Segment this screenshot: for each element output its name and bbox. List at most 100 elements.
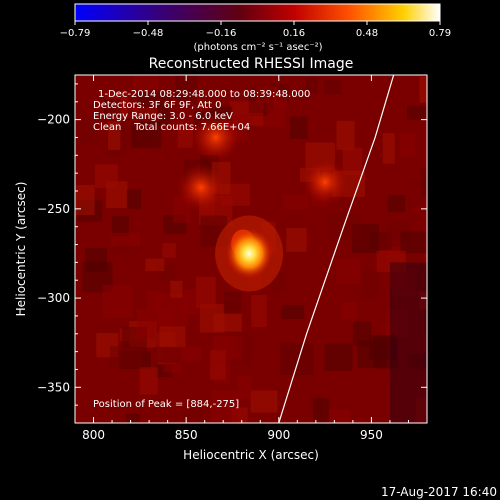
texture-patch xyxy=(313,398,330,423)
texture-patch xyxy=(111,232,140,247)
texture-patch xyxy=(111,215,129,237)
texture-patch xyxy=(136,309,156,340)
x-tick-label: 900 xyxy=(267,428,290,442)
texture-patch xyxy=(139,367,158,395)
texture-patch xyxy=(323,79,342,95)
texture-patch xyxy=(342,147,363,176)
texture-patch xyxy=(342,302,358,320)
x-tick-label: 800 xyxy=(82,428,105,442)
clean-counts-text: Clean Total counts: 7.66E+04 xyxy=(93,122,250,133)
texture-patch xyxy=(361,270,381,301)
colorbar-tick-label: 0.48 xyxy=(356,28,378,39)
texture-patch xyxy=(249,85,274,113)
texture-patch xyxy=(145,258,165,272)
y-tick-label: −250 xyxy=(37,202,70,216)
annotation-block: 1-Dec-2014 08:29:48.000 to 08:39:48.000 … xyxy=(93,89,310,410)
texture-patch xyxy=(281,305,305,320)
texture-patch xyxy=(353,321,372,347)
texture-patch xyxy=(336,258,361,284)
colorbar-tick-label: 0.79 xyxy=(429,28,451,39)
peak-position-text: Position of Peak = [884,-275] xyxy=(93,399,239,410)
texture-patch xyxy=(170,280,183,298)
texture-patch xyxy=(423,233,427,259)
texture-patch xyxy=(324,409,350,423)
time-range-text: 1-Dec-2014 08:29:48.000 to 08:39:48.000 xyxy=(98,89,310,100)
texture-patch xyxy=(286,227,307,252)
texture-patch xyxy=(290,116,308,139)
texture-patch xyxy=(250,390,278,413)
peak-source xyxy=(225,227,274,280)
texture-patch xyxy=(387,194,406,213)
texture-patch xyxy=(223,291,242,314)
colorbar-ticks: −0.79 −0.48 −0.16 0.16 0.48 0.79 xyxy=(60,21,451,39)
y-axis-label: Heliocentric Y (arcsec) xyxy=(14,182,28,317)
footer-timestamp: 17-Aug-2017 16:40 xyxy=(381,485,497,499)
texture-patch xyxy=(210,390,239,422)
texture-patch xyxy=(85,247,107,273)
texture-patch xyxy=(174,75,197,103)
colorbar-tick-label: −0.79 xyxy=(60,28,91,39)
texture-patch xyxy=(132,75,159,90)
y-tick-label: −200 xyxy=(37,113,70,127)
texture-patch xyxy=(209,350,226,380)
colorbar-tick-label: −0.48 xyxy=(133,28,164,39)
texture-patch xyxy=(399,133,416,157)
texture-patch xyxy=(180,405,206,421)
emission-sources xyxy=(176,112,349,292)
texture-patch xyxy=(159,326,186,348)
solar-limb-curve xyxy=(278,75,395,423)
x-axis-ticks: 800 850 900 950 xyxy=(74,75,428,442)
y-tick-label: −350 xyxy=(37,380,70,394)
texture-patch xyxy=(196,276,216,308)
y-tick-label: −300 xyxy=(37,291,70,305)
x-tick-label: 850 xyxy=(175,428,198,442)
texture-patch xyxy=(94,164,118,189)
detectors-text: Detectors: 3F 6F 9F, Att 0 xyxy=(93,100,221,111)
texture-patch xyxy=(426,79,427,97)
texture-patch xyxy=(421,167,427,197)
secondary-source xyxy=(302,159,349,206)
texture-patch xyxy=(406,106,427,120)
chart-title: Reconstructed RHESSI Image xyxy=(149,56,354,72)
energy-range-text: Energy Range: 3.0 - 6.0 keV xyxy=(93,111,233,122)
texture-patch xyxy=(336,120,355,150)
texture-patch xyxy=(126,413,141,423)
texture-patch xyxy=(146,290,162,310)
texture-patch xyxy=(162,243,176,258)
texture-patch xyxy=(102,284,134,318)
texture-patch xyxy=(324,343,353,371)
texture-patch xyxy=(108,121,121,150)
texture-patch xyxy=(400,231,427,254)
texture-patch xyxy=(352,419,367,423)
texture-patch xyxy=(251,295,267,328)
texture-patch xyxy=(131,121,162,149)
texture-patch xyxy=(282,195,309,210)
texture-patch xyxy=(154,346,182,363)
texture-patch xyxy=(80,120,100,144)
image-area xyxy=(75,75,427,423)
off-limb-region xyxy=(389,262,427,423)
texture-patch xyxy=(126,189,142,209)
texture-patch xyxy=(280,343,314,375)
secondary-source xyxy=(176,163,226,212)
colorbar-tick-label: −0.16 xyxy=(206,28,237,39)
texture-patch xyxy=(175,346,202,361)
texture-patch xyxy=(177,129,193,148)
texture-patch xyxy=(305,77,318,94)
texture-patch xyxy=(184,289,198,316)
texture-patch xyxy=(328,213,361,241)
texture-patch xyxy=(109,346,143,367)
texture-patch xyxy=(382,133,395,164)
colorbar-label: (photons cm⁻² s⁻¹ asec⁻²) xyxy=(193,42,322,53)
texture-patch xyxy=(104,98,121,118)
texture-patch xyxy=(237,376,252,400)
texture-patch xyxy=(419,76,427,103)
x-axis-label: Heliocentric X (arcsec) xyxy=(183,448,319,462)
colorbar xyxy=(74,3,441,22)
colorbar-tick-label: 0.16 xyxy=(283,28,305,39)
texture-patch xyxy=(357,340,387,368)
plot-frame xyxy=(74,74,428,424)
texture-patch xyxy=(199,304,225,333)
secondary-source xyxy=(190,112,241,163)
